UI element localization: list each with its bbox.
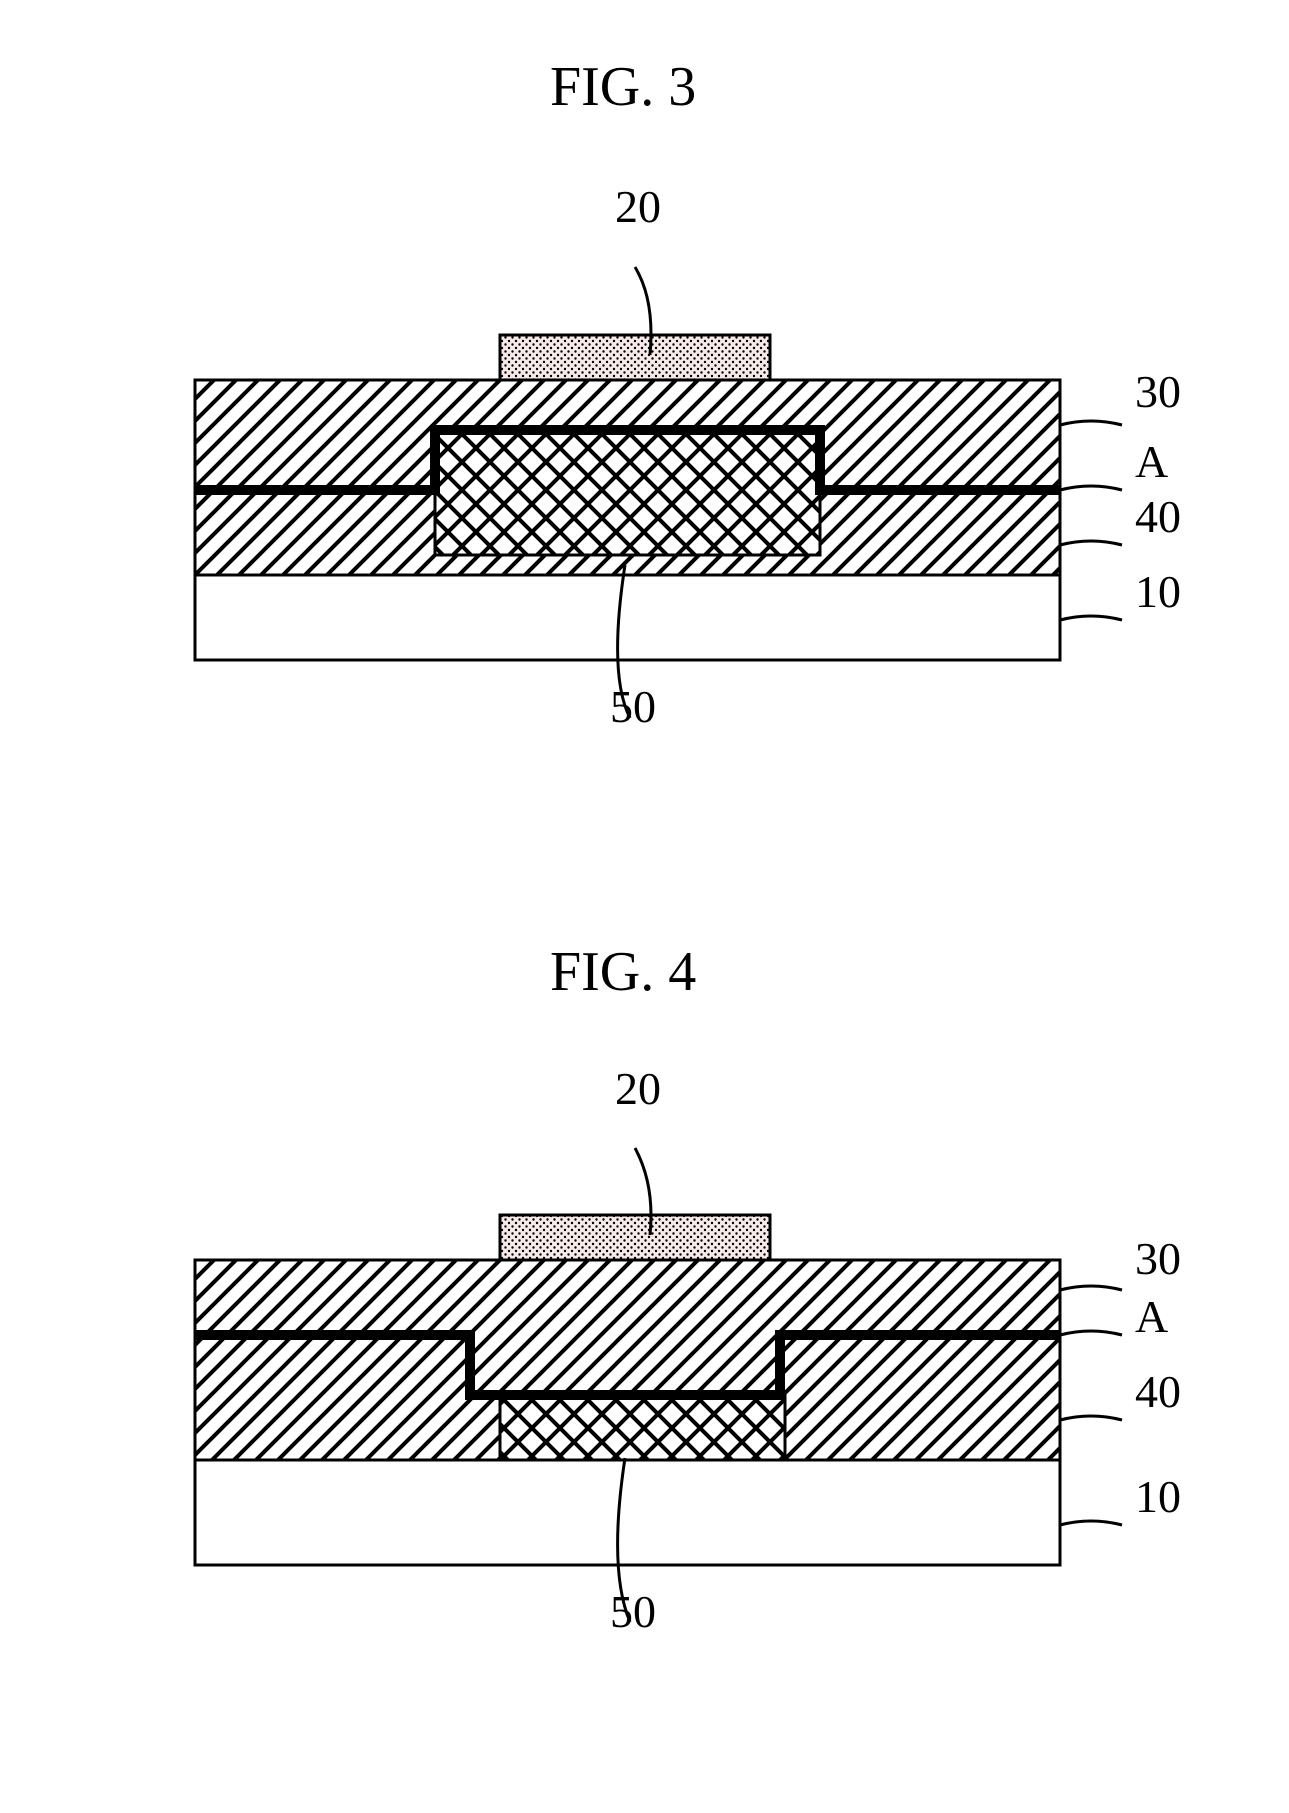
fig4-diagram	[195, 1148, 1122, 1622]
diagram-canvas	[0, 0, 1289, 1813]
fig3-diagram	[195, 267, 1122, 718]
